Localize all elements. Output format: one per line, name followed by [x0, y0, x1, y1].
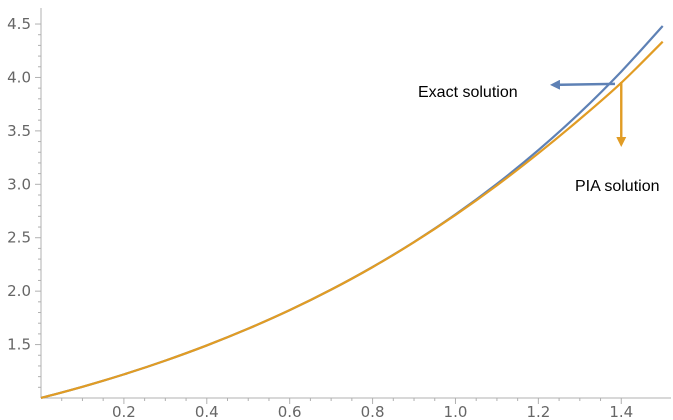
x-tick-label: 0.8 — [361, 403, 385, 420]
y-tick-label: 1.5 — [7, 336, 31, 354]
y-tick-label: 2.0 — [7, 282, 31, 300]
x-tick-label: 1.2 — [526, 403, 550, 420]
x-tick-label: 0.6 — [278, 403, 302, 420]
y-tick-label: 4.0 — [7, 68, 31, 86]
annotation-label-exact: Exact solution — [418, 84, 518, 101]
y-tick-label: 3.5 — [7, 122, 31, 140]
series-line-pia — [40, 40, 664, 400]
y-tick-label: 2.5 — [7, 229, 31, 247]
annotation-arrow-exact — [550, 79, 615, 90]
y-tick-label: 3.0 — [7, 175, 31, 193]
series-line-exact — [40, 25, 664, 400]
x-tick-label: 1.0 — [444, 403, 468, 420]
x-tick-label: 1.4 — [609, 403, 633, 420]
x-axis-ticks: 0.2 0.4 0.6 0.8 1.0 1.2 1.4 — [61, 398, 633, 420]
y-axis-ticks: 1.5 2.0 2.5 3.0 3.5 4.0 4.5 — [7, 15, 41, 388]
x-tick-label: 0.2 — [112, 403, 136, 420]
x-tick-label: 0.4 — [195, 403, 219, 420]
annotation-label-pia: PIA solution — [575, 178, 660, 195]
y-tick-label: 4.5 — [7, 15, 31, 33]
